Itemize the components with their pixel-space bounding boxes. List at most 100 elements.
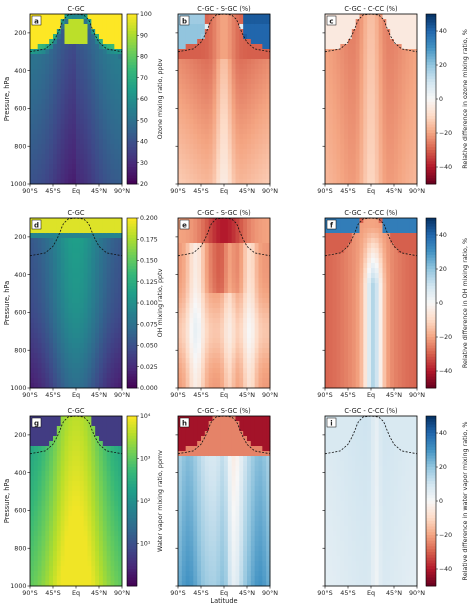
heatmap-cell [60,373,65,379]
heatmap-cell [351,218,357,224]
heatmap-cell [33,149,39,155]
heatmap-cell [359,218,364,224]
heatmap-cell [224,119,229,125]
heatmap-cell [340,238,345,244]
heatmap-cell [401,34,406,40]
heatmap-cell [45,109,50,115]
heatmap-cell [212,104,217,110]
heatmap-cell [254,14,259,20]
heatmap-cell [374,74,380,80]
heatmap-cell [378,19,383,25]
heatmap-cell [227,283,233,289]
heatmap-cell [409,373,414,379]
heatmap-cell [344,84,349,90]
heatmap-cell [178,383,183,389]
heatmap-cell [212,109,217,115]
heatmap-cell [390,238,395,244]
heatmap-cell [328,313,334,319]
heatmap-cell [49,174,54,180]
heatmap-cell [378,44,383,50]
heatmap-cell [91,358,96,364]
heatmap-cell [83,149,88,155]
heatmap-cell [204,49,210,55]
heatmap-cell [359,273,364,279]
heatmap-cell [340,174,345,180]
heatmap-cell [33,238,39,244]
heatmap-cell [201,74,206,80]
heatmap-cell [328,318,334,324]
heatmap-cell [189,99,194,105]
heatmap-cell [76,129,81,135]
heatmap-cell [68,159,73,165]
heatmap-cell [231,104,236,110]
heatmap-cell [110,94,115,100]
heatmap-cell [64,49,69,55]
heatmap-cell [91,39,96,45]
heatmap-cell [254,74,259,80]
heatmap-cell [83,114,88,120]
heatmap-cell [367,248,372,254]
heatmap-cell [394,288,399,294]
heatmap-cell [409,298,414,304]
heatmap-cell [258,179,263,185]
heatmap-cell [254,24,259,30]
heatmap-cell [401,253,406,259]
heatmap-cell [344,64,349,70]
heatmap-cell [394,343,399,349]
heatmap-cell [390,368,395,374]
heatmap-cell [348,288,353,294]
heatmap-cell [258,79,263,85]
heatmap-cell [363,69,368,75]
heatmap-cell [340,164,345,170]
heatmap-cell [359,373,364,379]
heatmap-cell [247,383,252,389]
heatmap-cell [60,303,65,309]
heatmap-cell [332,39,337,45]
heatmap-cell [262,303,267,309]
heatmap-cell [355,253,360,259]
heatmap-cell [243,29,248,35]
heatmap-cell [201,308,206,314]
heatmap-cell [95,248,100,254]
heatmap-cell [258,308,263,314]
heatmap-cell [328,54,334,60]
heatmap-cell [401,99,406,105]
heatmap-cell [216,328,221,334]
heatmap-cell [68,258,73,264]
heatmap-cell [37,328,42,334]
heatmap-cell [79,253,85,259]
heatmap-cell [325,328,330,334]
heatmap-cell [185,44,190,50]
heatmap-cell [239,228,244,234]
heatmap-cell [79,313,85,319]
heatmap-cell [118,149,123,155]
heatmap-cell [87,24,92,30]
heatmap-cell [201,24,206,30]
heatmap-cell [262,373,267,379]
heatmap-cell [340,218,345,224]
heatmap-cell [336,179,341,185]
heatmap-cell [102,39,108,45]
heatmap-cell [348,218,353,224]
heatmap-cell [235,49,240,55]
heatmap-cell [189,233,194,239]
heatmap-cell [64,263,69,269]
heatmap-cell [37,258,42,264]
heatmap-cell [348,373,353,379]
heatmap-cell [76,114,81,120]
heatmap-cell [60,348,65,354]
heatmap-cell [397,233,403,239]
heatmap-cell [374,14,380,20]
heatmap-cell [386,278,391,284]
heatmap-cell [60,109,65,115]
heatmap-cell [53,328,58,334]
heatmap-cell [235,124,240,130]
heatmap-cell [208,258,213,264]
heatmap-cell [99,159,104,165]
heatmap-cell [401,114,406,120]
heatmap-cell [189,164,194,170]
heatmap-cell [227,273,233,279]
heatmap-cell [344,134,349,140]
heatmap-cell [340,119,345,125]
heatmap-cell [60,278,65,284]
